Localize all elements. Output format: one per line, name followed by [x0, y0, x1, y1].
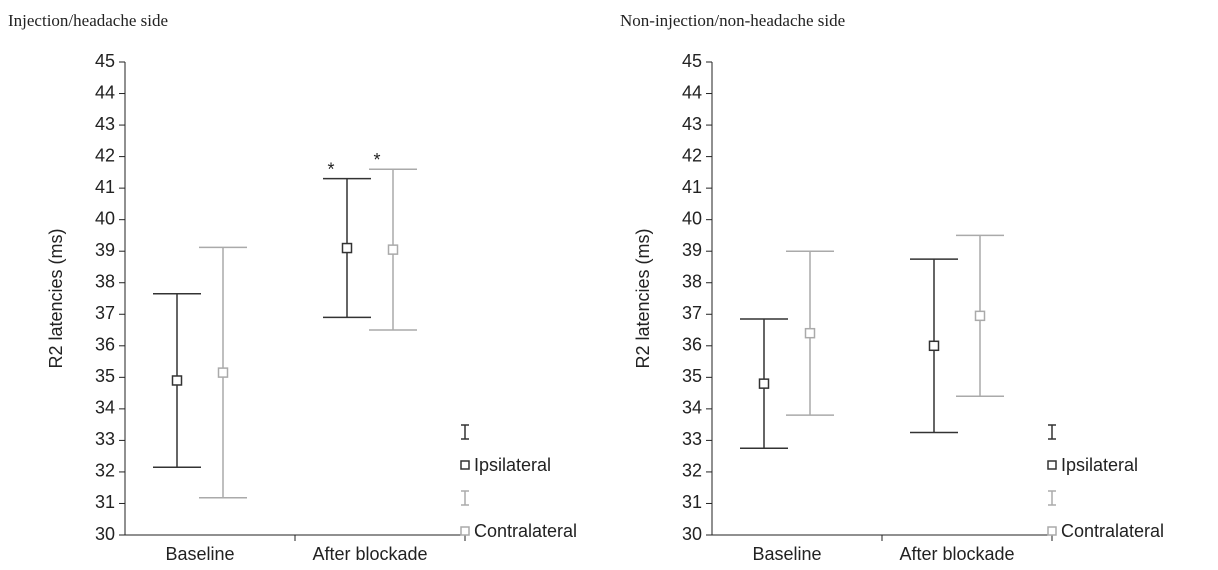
y-tick-label: 42 — [95, 145, 115, 165]
annotation: * — [327, 159, 334, 179]
y-tick-label: 40 — [682, 208, 702, 228]
legend-marker — [1047, 460, 1057, 470]
y-tick-label: 32 — [95, 461, 115, 481]
y-tick-label: 39 — [95, 240, 115, 260]
y-tick-label: 34 — [682, 398, 702, 418]
y-axis-label: R2 latencies (ms) — [46, 228, 66, 368]
y-tick-label: 35 — [682, 366, 702, 386]
marker — [974, 310, 986, 322]
y-tick-label: 45 — [95, 51, 115, 71]
y-tick-label: 32 — [682, 461, 702, 481]
marker — [341, 242, 353, 254]
marker — [171, 375, 183, 386]
y-tick-label: 44 — [682, 82, 702, 102]
chart-title: Injection/headache side — [8, 11, 168, 30]
marker — [758, 378, 770, 389]
y-tick-label: 37 — [95, 303, 115, 323]
y-tick-label: 33 — [682, 429, 702, 449]
legend-label: Ipsilateral — [474, 455, 551, 475]
legend-marker — [1047, 526, 1057, 536]
y-tick-label: 34 — [95, 398, 115, 418]
y-tick-label: 35 — [95, 366, 115, 386]
y-axis-label: R2 latencies (ms) — [633, 228, 653, 368]
y-tick-label: 36 — [682, 335, 702, 355]
chart-title: Non-injection/non-headache side — [620, 11, 845, 30]
y-tick-label: 39 — [682, 240, 702, 260]
y-tick-label: 44 — [95, 82, 115, 102]
x-tick-label: Baseline — [752, 544, 821, 564]
y-tick-label: 31 — [95, 492, 115, 512]
y-tick-label: 38 — [95, 271, 115, 291]
y-tick-label: 40 — [95, 208, 115, 228]
legend-label: Contralateral — [474, 521, 577, 541]
y-tick-label: 37 — [682, 303, 702, 323]
legend-marker — [460, 460, 470, 470]
marker — [387, 244, 399, 255]
x-tick-label: Baseline — [165, 544, 234, 564]
legend-label: Contralateral — [1061, 521, 1164, 541]
annotation: * — [373, 150, 380, 170]
y-tick-label: 31 — [682, 492, 702, 512]
y-tick-label: 33 — [95, 429, 115, 449]
y-tick-label: 45 — [682, 51, 702, 71]
y-tick-label: 30 — [682, 524, 702, 544]
y-tick-label: 41 — [682, 177, 702, 197]
y-tick-label: 43 — [682, 114, 702, 134]
y-tick-label: 30 — [95, 524, 115, 544]
marker — [804, 327, 816, 339]
x-tick-label: After blockade — [899, 544, 1014, 564]
y-tick-label: 36 — [95, 335, 115, 355]
marker — [217, 367, 229, 378]
legend-marker — [460, 526, 470, 536]
y-tick-label: 42 — [682, 145, 702, 165]
x-tick-label: After blockade — [312, 544, 427, 564]
y-tick-label: 43 — [95, 114, 115, 134]
y-tick-label: 41 — [95, 177, 115, 197]
legend-label: Ipsilateral — [1061, 455, 1138, 475]
marker — [928, 340, 940, 352]
y-tick-label: 38 — [682, 271, 702, 291]
